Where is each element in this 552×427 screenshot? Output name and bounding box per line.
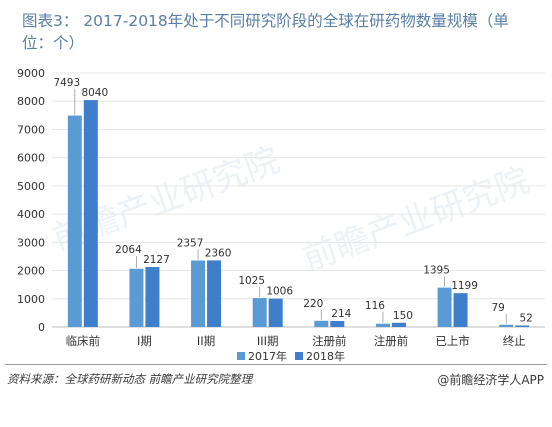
data-label-2017: 79 bbox=[492, 302, 505, 314]
y-tick-label: 6000 bbox=[17, 152, 45, 165]
data-label-2017: 2064 bbox=[115, 244, 142, 256]
bar-2017 bbox=[67, 115, 82, 328]
bar-2018 bbox=[515, 325, 530, 327]
legend-swatch-2018 bbox=[295, 352, 303, 360]
data-label-2017: 1395 bbox=[423, 265, 450, 277]
data-label-2017: 220 bbox=[303, 298, 323, 310]
legend-swatch-2017 bbox=[237, 352, 245, 360]
bar-2017 bbox=[252, 298, 267, 327]
x-category-label: 注册前 bbox=[312, 334, 347, 348]
x-category-label: II期 bbox=[197, 334, 215, 348]
bar-2017 bbox=[129, 268, 144, 327]
bar-2017 bbox=[437, 287, 452, 327]
data-label-2017: 116 bbox=[365, 300, 385, 312]
data-label-2018: 214 bbox=[331, 308, 351, 320]
source-note: 资料来源：全球药研新动态 前瞻产业研究院整理 bbox=[7, 372, 253, 386]
bar-2018 bbox=[391, 322, 406, 327]
legend-label-2017: 2017年 bbox=[248, 349, 287, 363]
y-tick-label: 5000 bbox=[17, 180, 45, 193]
y-tick-label: 1000 bbox=[17, 293, 45, 306]
x-category-label: I期 bbox=[137, 334, 152, 348]
data-label-2018: 2360 bbox=[205, 247, 232, 259]
y-axis-ticks: 0 1000 2000 3000 4000 5000 6000 7000 8000 9000 bbox=[17, 67, 45, 334]
bar-2017 bbox=[191, 260, 206, 327]
bar-2018 bbox=[83, 100, 98, 328]
chart-legend: 2017年 2018年 bbox=[237, 349, 345, 363]
y-tick-label: 3000 bbox=[17, 236, 45, 249]
y-tick-label: 8000 bbox=[17, 95, 45, 108]
data-label-2018: 2127 bbox=[143, 254, 170, 266]
bar-2017 bbox=[499, 324, 514, 327]
watermark-group: 前瞻产业研究院 前瞻产业研究院 bbox=[48, 140, 535, 279]
watermark-text: 前瞻产业研究院 bbox=[298, 160, 535, 279]
data-label-2017: 1025 bbox=[238, 275, 265, 287]
data-label-2018: 150 bbox=[393, 310, 413, 322]
footer-divider bbox=[5, 364, 547, 365]
data-label-2017: 2357 bbox=[177, 237, 204, 249]
y-tick-label: 7000 bbox=[17, 123, 45, 136]
data-label-2017: 7493 bbox=[53, 77, 80, 89]
data-label-2018: 1199 bbox=[451, 280, 478, 292]
x-axis-labels: 临床前 I期 II期 III期 注册前 注册前 已上市 终止 bbox=[66, 334, 526, 348]
y-tick-label: 0 bbox=[38, 321, 45, 334]
x-category-label: 临床前 bbox=[66, 334, 101, 348]
y-tick-label: 4000 bbox=[17, 208, 45, 221]
bar-2018 bbox=[453, 293, 468, 327]
legend-label-2018: 2018年 bbox=[306, 349, 345, 363]
data-label-2018: 1006 bbox=[266, 286, 293, 298]
y-tick-label: 9000 bbox=[17, 67, 45, 80]
data-label-2018: 52 bbox=[520, 313, 533, 325]
x-category-label: 注册前 bbox=[374, 334, 409, 348]
x-category-label: 终止 bbox=[503, 334, 526, 348]
bar-2018 bbox=[268, 298, 283, 327]
bar-2018 bbox=[330, 320, 345, 327]
brand-credit: @前瞻经济学人APP bbox=[437, 373, 544, 387]
chart-title: 图表3： 2017-2018年处于不同研究阶段的全球在研药物数量规模（单位：个） bbox=[22, 12, 509, 52]
bar-2018 bbox=[145, 266, 160, 327]
y-tick-label: 2000 bbox=[17, 265, 45, 278]
data-label-2018: 8040 bbox=[81, 87, 108, 99]
bar-2017 bbox=[375, 323, 390, 327]
x-category-label: 已上市 bbox=[435, 334, 470, 348]
bar-2017 bbox=[314, 320, 329, 327]
x-category-label: III期 bbox=[257, 334, 279, 348]
bar-2018 bbox=[207, 260, 222, 327]
